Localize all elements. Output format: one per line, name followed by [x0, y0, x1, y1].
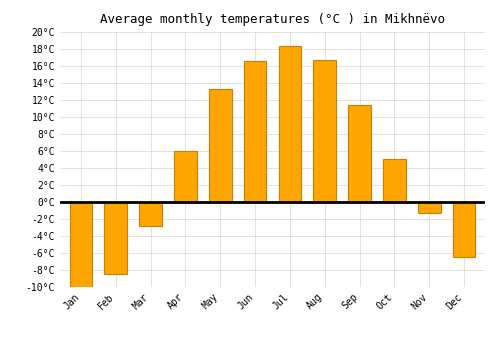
Bar	[348, 105, 371, 202]
Bar	[209, 89, 232, 202]
Bar	[453, 202, 475, 257]
Bar	[383, 159, 406, 202]
Bar	[140, 202, 162, 226]
Bar	[244, 61, 266, 202]
Bar	[174, 151, 197, 202]
Bar	[104, 202, 127, 274]
Bar	[278, 46, 301, 202]
Title: Average monthly temperatures (°C ) in Mikhnëvo: Average monthly temperatures (°C ) in Mi…	[100, 13, 445, 26]
Bar	[70, 202, 92, 287]
Bar	[418, 202, 440, 213]
Bar	[314, 60, 336, 202]
